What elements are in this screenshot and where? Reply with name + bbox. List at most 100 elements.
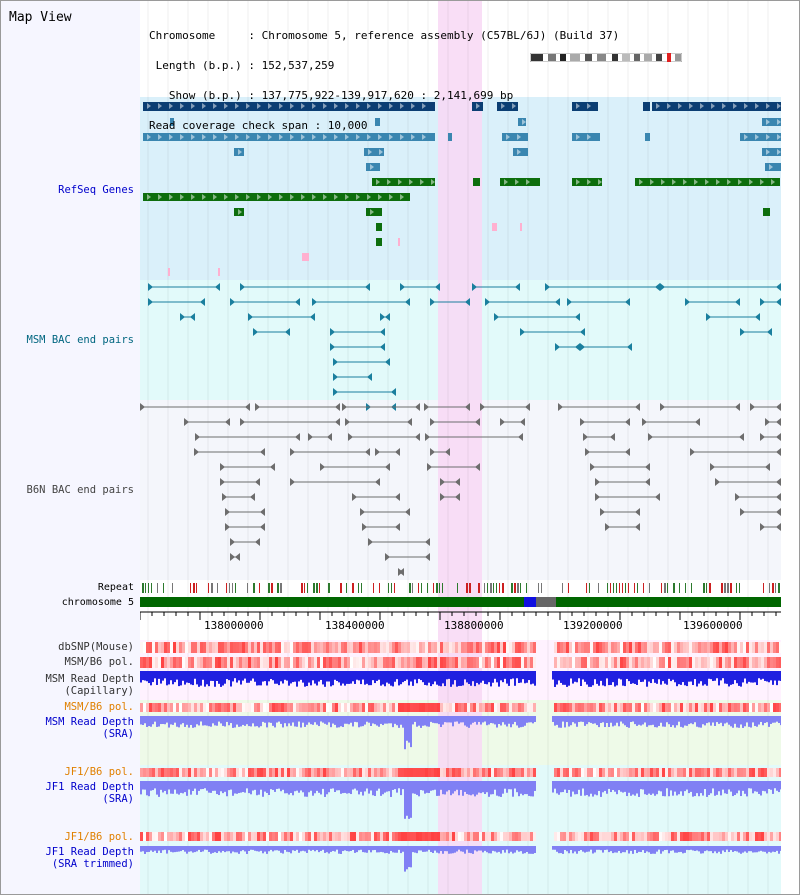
- read-depth-bar: [204, 781, 206, 789]
- read-depth-bar: [592, 781, 594, 797]
- bac-end-marker: [225, 418, 230, 426]
- polymorphism-cell: [611, 657, 614, 668]
- gene-feature: [143, 102, 435, 111]
- read-depth-bar: [628, 781, 630, 793]
- read-depth-bar: [158, 846, 160, 851]
- polymorphism-cell: [146, 768, 149, 777]
- polymorphism-cell: [566, 768, 569, 777]
- polymorphism-cell: [491, 703, 494, 712]
- read-depth-bar: [702, 671, 704, 686]
- polymorphism-cell: [512, 657, 515, 668]
- polymorphism-cell: [716, 832, 719, 841]
- polymorphism-cell: [623, 832, 626, 841]
- polymorphism-cell: [749, 832, 752, 841]
- genome-view-area[interactable]: [140, 0, 781, 895]
- read-depth-bar: [754, 671, 756, 683]
- read-depth-bar: [376, 781, 378, 791]
- polymorphism-cell: [635, 642, 638, 653]
- read-depth-bar: [752, 846, 754, 853]
- read-depth-bar: [604, 846, 606, 850]
- read-depth-bar: [412, 716, 414, 725]
- polymorphism-cell: [620, 703, 623, 712]
- gene-feature: [763, 208, 770, 216]
- read-depth-bar: [386, 671, 388, 683]
- read-depth-bar: [314, 671, 316, 684]
- read-depth-bar: [608, 846, 610, 853]
- strand-mark: [257, 134, 261, 140]
- read-depth-bar: [676, 716, 678, 726]
- polymorphism-cell: [260, 657, 263, 668]
- polymorphism-cell: [686, 703, 689, 712]
- read-depth-bar: [750, 716, 752, 728]
- polymorphism-cell: [215, 768, 218, 777]
- repeat-element: [772, 583, 774, 593]
- read-depth-bar: [460, 671, 462, 686]
- polymorphism-cell: [449, 768, 452, 777]
- read-depth-bar: [336, 781, 338, 791]
- read-depth-bar: [622, 781, 624, 793]
- polymorphism-cell: [629, 703, 632, 712]
- bac-end-marker: [625, 418, 630, 426]
- read-depth-bar: [276, 716, 278, 723]
- polymorphism-cell: [446, 832, 449, 841]
- read-depth-bar: [392, 671, 394, 687]
- genome-tracks-canvas[interactable]: [140, 0, 781, 895]
- strand-mark: [411, 103, 415, 109]
- read-depth-bar: [580, 716, 582, 722]
- read-depth-bar: [190, 846, 192, 852]
- read-depth-bar: [424, 846, 426, 852]
- read-depth-bar: [168, 846, 170, 851]
- read-depth-bar: [712, 716, 714, 723]
- repeat-element: [142, 583, 144, 593]
- polymorphism-cell: [659, 642, 662, 653]
- read-depth-bar: [338, 671, 340, 683]
- read-depth-bar: [610, 671, 612, 685]
- read-depth-bar: [320, 846, 322, 851]
- read-depth-bar: [618, 781, 620, 791]
- read-depth-bar: [584, 781, 586, 796]
- read-depth-bar: [584, 716, 586, 726]
- read-depth-bar: [384, 716, 386, 724]
- polymorphism-cell: [257, 832, 260, 841]
- polymorphism-cell: [689, 642, 692, 653]
- read-depth-bar: [140, 781, 142, 795]
- strand-mark: [191, 103, 195, 109]
- read-depth-bar: [288, 671, 290, 686]
- msm-depth-cap-sub-label: (Capillary): [64, 685, 134, 697]
- read-depth-bar: [218, 671, 220, 684]
- repeat-element: [691, 583, 692, 593]
- read-depth-bar: [604, 716, 606, 728]
- axis-tick-label: 138000000: [204, 619, 264, 632]
- polymorphism-cell: [239, 642, 242, 653]
- read-depth-bar: [446, 846, 448, 852]
- polymorphism-cell: [488, 657, 491, 668]
- read-depth-bar: [410, 781, 412, 818]
- polymorphism-cell: [437, 657, 440, 668]
- read-depth-bar: [174, 671, 176, 683]
- read-depth-bar: [346, 846, 348, 852]
- polymorphism-cell: [161, 703, 164, 712]
- bac-end-marker: [740, 508, 745, 516]
- polymorphism-cell: [521, 703, 524, 712]
- polymorphism-cell: [659, 703, 662, 712]
- polymorphism-cell: [779, 657, 781, 668]
- read-depth-bar: [738, 716, 740, 728]
- repeat-element: [247, 583, 248, 593]
- read-depth-bar: [428, 846, 430, 850]
- chromosome-ideogram[interactable]: [530, 53, 682, 62]
- read-depth-bar: [166, 781, 168, 795]
- polymorphism-cell: [152, 832, 155, 841]
- read-depth-bar: [670, 846, 672, 851]
- read-depth-bar: [578, 716, 580, 723]
- read-depth-bar: [532, 716, 534, 724]
- polymorphism-cell: [425, 768, 428, 777]
- polymorphism-cell: [152, 703, 155, 712]
- polymorphism-cell: [413, 642, 416, 653]
- read-depth-bar: [262, 671, 264, 682]
- repeat-element: [703, 583, 705, 593]
- polymorphism-cell: [140, 768, 143, 777]
- polymorphism-cell: [518, 832, 521, 841]
- polymorphism-cell: [140, 657, 143, 668]
- read-depth-bar: [162, 846, 164, 851]
- bac-end-marker: [240, 418, 245, 426]
